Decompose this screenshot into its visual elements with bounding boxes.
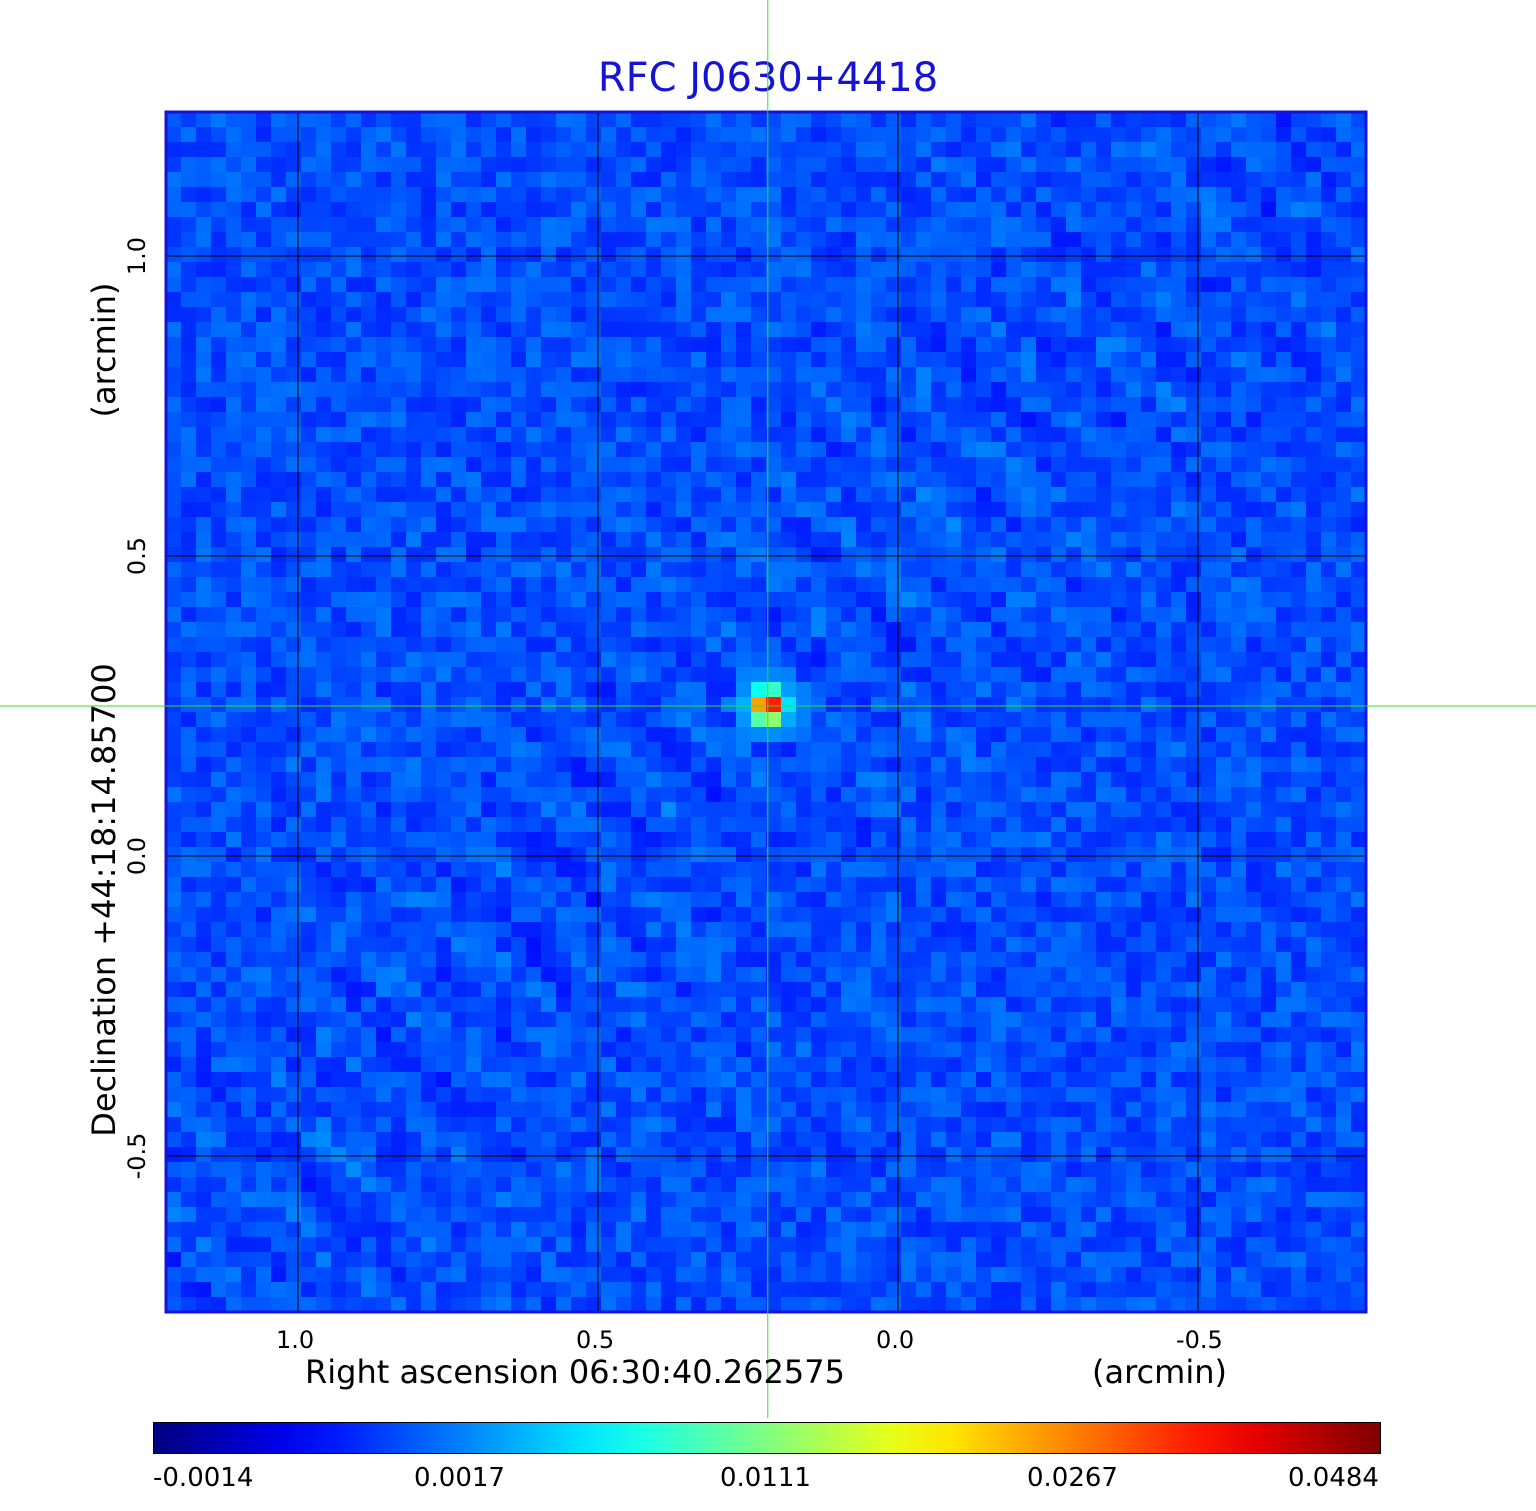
y-tick-label: -0.5 [123, 1132, 151, 1180]
plot-frame [164, 110, 1368, 1314]
x-tick-label: 0.0 [876, 1326, 915, 1354]
x-tick-label: 1.0 [276, 1326, 315, 1354]
x-axis-unit: (arcmin) [1092, 1353, 1227, 1391]
x-tick-label: 0.5 [576, 1326, 615, 1354]
y-axis-label: Declination +44:18:14.85700 [85, 663, 123, 1137]
x-axis-label: Right ascension 06:30:40.262575 [305, 1353, 845, 1391]
heatmap-pixels [166, 112, 1367, 1313]
colorbar-tick-label: 0.0111 [720, 1463, 811, 1493]
x-tick-label: -0.5 [1176, 1326, 1223, 1354]
colorbar-tick-label: 0.0267 [1027, 1463, 1118, 1493]
colorbar [153, 1422, 1381, 1454]
colorbar-tick-label: 0.0017 [414, 1463, 505, 1493]
colorbar-tick-label: -0.0014 [153, 1463, 254, 1493]
y-tick-label: 0.0 [123, 836, 151, 876]
colorbar-tick-label: 0.0484 [1288, 1463, 1379, 1493]
y-tick-label: 1.0 [123, 236, 151, 276]
y-axis-unit: (arcmin) [85, 282, 123, 418]
y-tick-label: 0.5 [123, 536, 151, 576]
